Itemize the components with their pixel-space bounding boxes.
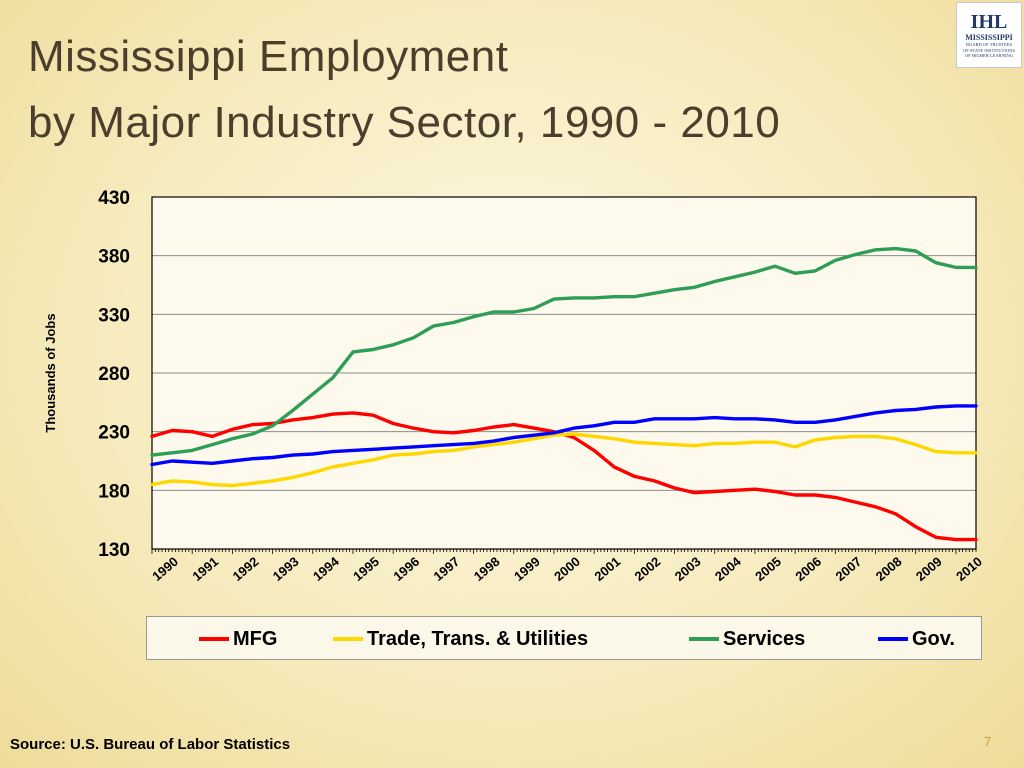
logo-subtitle-1: BOARD OF TRUSTEES	[966, 42, 1012, 47]
x-tick-label-1992: 1992	[230, 554, 262, 584]
legend-label-trade-trans-utilities: Trade, Trans. & Utilities	[367, 627, 589, 650]
legend-label-mfg: MFG	[233, 627, 278, 650]
ihl-logo: IHL MISSISSIPPI BOARD OF TRUSTEES OF STA…	[956, 2, 1022, 68]
legend-swatch-trade-trans-utilities	[333, 637, 363, 641]
slide-title-line-1: Mississippi Employment	[28, 32, 509, 81]
x-tick-label-2000: 2000	[551, 554, 583, 584]
x-tick-label-1998: 1998	[471, 554, 503, 584]
legend-item-services: Services	[689, 627, 805, 651]
x-tick-label-2003: 2003	[672, 554, 704, 584]
x-tick-label-2008: 2008	[873, 554, 905, 584]
series-line-services	[150, 246, 978, 457]
logo-name: MISSISSIPPI	[965, 33, 1013, 42]
x-tick-label-1999: 1999	[511, 554, 543, 584]
x-tick-label-1994: 1994	[310, 553, 342, 584]
slide-title-line-2: by Major Industry Sector, 1990 - 2010	[28, 98, 781, 147]
x-tick-label-2010: 2010	[953, 554, 985, 584]
y-tick-label-3: 280	[98, 364, 130, 385]
y-tick-label-4: 330	[98, 305, 130, 326]
x-tick-label-2006: 2006	[792, 554, 824, 584]
source-note: Source: U.S. Bureau of Labor Statistics	[10, 736, 291, 753]
y-tick-label-2: 230	[98, 423, 130, 444]
legend-item-mfg: MFG	[199, 627, 277, 651]
series-line-trade-trans-utilities	[150, 432, 978, 488]
y-axis-label: Thousands of Jobs	[43, 313, 58, 432]
x-tick-label-2004: 2004	[712, 553, 744, 584]
y-tick-label-1: 180	[98, 481, 130, 502]
series-line-gov	[150, 404, 978, 467]
logo-subtitle-3: OF HIGHER LEARNING	[965, 53, 1013, 58]
x-tick-label-1991: 1991	[189, 554, 221, 584]
x-tick-label-2001: 2001	[591, 554, 623, 584]
x-tick-label-2009: 2009	[913, 554, 945, 584]
legend-swatch-gov	[878, 637, 908, 641]
x-tick-label-1997: 1997	[431, 554, 463, 584]
legend-label-gov: Gov.	[912, 627, 955, 650]
x-tick-label-2002: 2002	[632, 554, 664, 584]
legend-item-gov: Gov.	[878, 627, 955, 651]
legend-swatch-services	[689, 637, 719, 641]
chart-legend: MFG Trade, Trans. & Utilities Services Gov.	[146, 616, 982, 660]
x-tick-label-2005: 2005	[752, 554, 784, 584]
x-tick-label-1995: 1995	[350, 554, 382, 584]
x-tick-label-1990: 1990	[149, 554, 181, 584]
x-tick-label-2007: 2007	[833, 554, 865, 584]
legend-item-trade-trans-utilities: Trade, Trans. & Utilities	[333, 627, 588, 651]
x-tick-label-1996: 1996	[390, 554, 422, 584]
logo-mark: IHL	[970, 11, 1008, 33]
y-tick-label-5: 380	[98, 247, 130, 268]
legend-swatch-mfg	[199, 637, 229, 641]
y-tick-label-6: 430	[98, 188, 130, 209]
legend-label-services: Services	[723, 627, 806, 650]
x-tick-label-1993: 1993	[270, 554, 302, 584]
logo-subtitle-2: OF STATE INSTITUTIONS	[963, 47, 1015, 53]
y-tick-label-0: 130	[98, 540, 130, 561]
page-number: 7	[984, 734, 992, 749]
